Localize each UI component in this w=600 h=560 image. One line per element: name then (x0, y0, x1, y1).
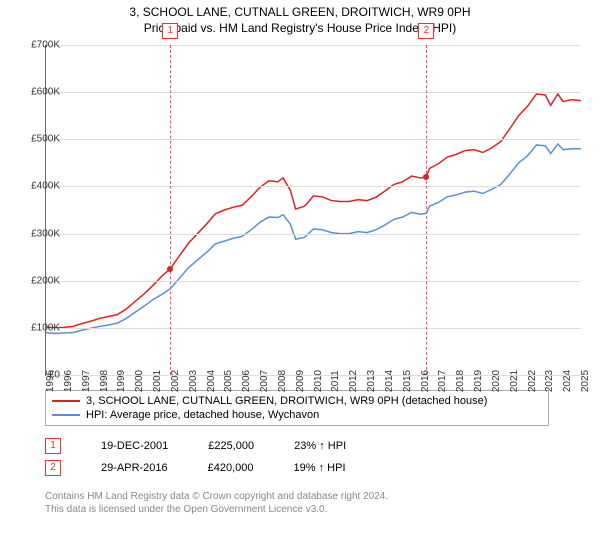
x-axis-label: 1999 (116, 370, 127, 392)
x-axis-label: 1997 (81, 370, 92, 392)
legend-label: HPI: Average price, detached house, Wych… (86, 409, 319, 421)
x-axis-label: 2002 (170, 370, 181, 392)
footer-line: This data is licensed under the Open Gov… (45, 503, 388, 516)
x-axis-label: 2009 (295, 370, 306, 392)
vline-marker-icon: 2 (418, 23, 434, 39)
legend-swatch (52, 414, 80, 416)
x-axis-label: 2001 (152, 370, 163, 392)
x-axis-label: 2025 (580, 370, 591, 392)
x-axis-label: 2003 (188, 370, 199, 392)
tx-date: 19-DEC-2001 (101, 440, 168, 452)
chart-subtitle: Price paid vs. HM Land Registry's House … (0, 19, 600, 40)
tx-marker-icon: 2 (45, 460, 61, 476)
x-axis-label: 2007 (259, 370, 270, 392)
chart-title: 3, SCHOOL LANE, CUTNALL GREEN, DROITWICH… (0, 0, 600, 19)
tx-delta: 19% ↑ HPI (294, 462, 346, 474)
tx-delta: 23% ↑ HPI (294, 440, 346, 452)
x-axis-label: 1995 (45, 370, 56, 392)
y-axis-label: £300K (15, 228, 60, 239)
y-axis-label: £700K (15, 40, 60, 51)
x-axis-label: 2004 (206, 370, 217, 392)
chart-container: 3, SCHOOL LANE, CUTNALL GREEN, DROITWICH… (0, 0, 600, 560)
legend-item: 3, SCHOOL LANE, CUTNALL GREEN, DROITWICH… (52, 394, 542, 408)
tx-date: 29-APR-2016 (101, 462, 168, 474)
x-axis-label: 2015 (402, 370, 413, 392)
x-axis-label: 2012 (348, 370, 359, 392)
x-axis-label: 2017 (437, 370, 448, 392)
footer-line: Contains HM Land Registry data © Crown c… (45, 490, 388, 503)
x-axis-label: 2006 (241, 370, 252, 392)
x-axis-label: 2016 (420, 370, 431, 392)
plot-area: 12 (45, 45, 581, 376)
vline-marker-icon: 1 (162, 23, 178, 39)
legend: 3, SCHOOL LANE, CUTNALL GREEN, DROITWICH… (45, 390, 549, 426)
footer-attribution: Contains HM Land Registry data © Crown c… (45, 490, 388, 516)
x-axis-label: 2023 (544, 370, 555, 392)
x-axis-label: 2024 (562, 370, 573, 392)
x-axis-label: 2008 (277, 370, 288, 392)
x-axis-label: 2010 (313, 370, 324, 392)
x-axis-label: 2018 (455, 370, 466, 392)
tx-marker-icon: 1 (45, 438, 61, 454)
transactions-table: 1 19-DEC-2001 £225,000 23% ↑ HPI 2 29-AP… (45, 435, 346, 479)
x-axis-label: 2005 (223, 370, 234, 392)
plot-svg (46, 45, 581, 375)
x-axis-label: 2020 (491, 370, 502, 392)
y-axis-label: £500K (15, 134, 60, 145)
x-axis-label: 2019 (473, 370, 484, 392)
x-axis-label: 2014 (384, 370, 395, 392)
x-axis-label: 2021 (509, 370, 520, 392)
y-axis-label: £600K (15, 87, 60, 98)
x-axis-label: 1998 (99, 370, 110, 392)
tx-price: £225,000 (208, 440, 254, 452)
legend-swatch (52, 400, 80, 402)
y-axis-label: £400K (15, 181, 60, 192)
tx-price: £420,000 (208, 462, 254, 474)
table-row: 1 19-DEC-2001 £225,000 23% ↑ HPI (45, 435, 346, 457)
legend-label: 3, SCHOOL LANE, CUTNALL GREEN, DROITWICH… (86, 395, 487, 407)
x-axis-label: 2013 (366, 370, 377, 392)
y-axis-label: £200K (15, 275, 60, 286)
x-axis-label: 2011 (330, 370, 341, 392)
y-axis-label: £100K (15, 322, 60, 333)
data-point-icon (423, 174, 429, 180)
x-axis-label: 2000 (134, 370, 145, 392)
x-axis-label: 2022 (527, 370, 538, 392)
legend-item: HPI: Average price, detached house, Wych… (52, 408, 542, 422)
data-point-icon (167, 266, 173, 272)
x-axis-label: 1996 (63, 370, 74, 392)
table-row: 2 29-APR-2016 £420,000 19% ↑ HPI (45, 457, 346, 479)
